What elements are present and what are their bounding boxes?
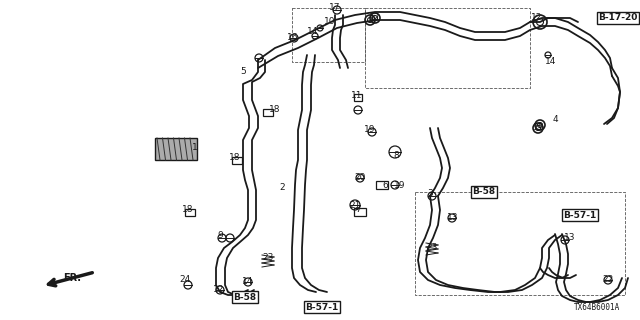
Text: 9: 9 [217, 230, 223, 239]
Text: 14: 14 [307, 28, 319, 36]
Text: 16: 16 [287, 34, 299, 43]
Text: B-57-1: B-57-1 [305, 302, 339, 311]
Text: 4: 4 [552, 116, 558, 124]
Text: 13: 13 [447, 213, 459, 222]
Text: B-17-20: B-17-20 [598, 13, 637, 22]
Text: 6: 6 [382, 180, 388, 189]
Bar [376, 181, 388, 189]
Text: TX64B6001A: TX64B6001A [573, 303, 620, 312]
Text: 10: 10 [324, 18, 336, 27]
Text: B-58: B-58 [234, 292, 257, 301]
Text: B-57-1: B-57-1 [563, 211, 596, 220]
Text: 24: 24 [179, 276, 191, 284]
Text: FR.: FR. [63, 273, 81, 283]
Bar [185, 209, 195, 215]
Bar [354, 93, 362, 100]
Text: 20: 20 [355, 173, 365, 182]
Bar [155, 138, 197, 160]
Text: 17: 17 [329, 4, 340, 12]
Text: 8: 8 [393, 150, 399, 159]
Text: 1: 1 [192, 143, 198, 153]
Text: 21: 21 [349, 201, 361, 210]
Text: 23: 23 [426, 244, 438, 252]
Bar [155, 138, 197, 160]
Text: 12: 12 [213, 285, 225, 294]
Bar [354, 208, 366, 216]
Text: 23: 23 [262, 253, 274, 262]
Text: 7: 7 [355, 205, 361, 214]
Text: 18: 18 [229, 154, 241, 163]
Text: 19: 19 [394, 180, 406, 189]
Text: 2: 2 [279, 183, 285, 193]
Text: 3: 3 [427, 188, 433, 197]
Text: 11: 11 [351, 91, 363, 100]
Text: 13: 13 [564, 234, 576, 243]
Text: 19: 19 [364, 125, 376, 134]
Text: 22: 22 [602, 276, 614, 284]
Text: 5: 5 [240, 68, 246, 76]
Text: 14: 14 [545, 58, 557, 67]
Bar [232, 156, 242, 164]
Text: 18: 18 [182, 205, 194, 214]
Bar [263, 108, 273, 116]
Text: B-58: B-58 [472, 188, 495, 196]
Text: 12: 12 [531, 13, 543, 22]
Text: 15: 15 [533, 124, 545, 132]
Text: 12: 12 [369, 13, 381, 22]
Text: 18: 18 [269, 106, 281, 115]
Text: 14: 14 [243, 277, 253, 286]
